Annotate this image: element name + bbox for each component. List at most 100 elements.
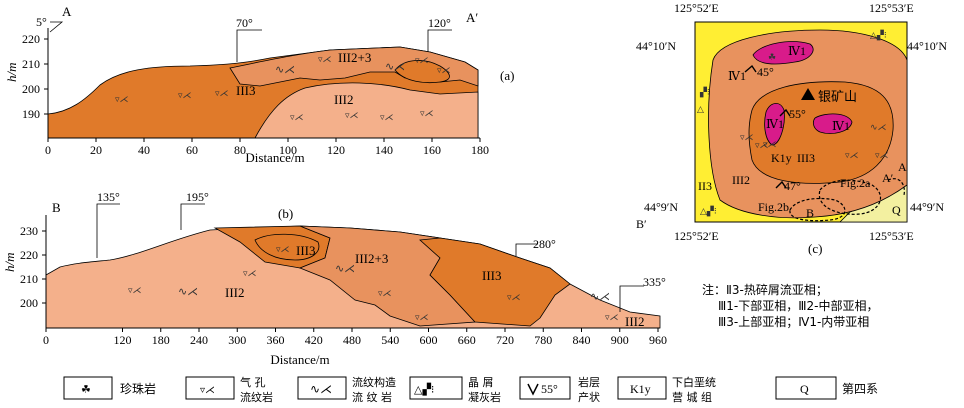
rock-symbols-b: ▿⋌ ∿⋌ ▿⋌ ▿⋌ ∿⋌ ▿⋌ ▿⋌ ▿⋌ ∿⋌ ▿⋌	[128, 245, 619, 323]
legend-box-quaternary	[775, 376, 837, 400]
svg-text:△▞⁝: △▞⁝	[870, 29, 887, 41]
mine-icon	[801, 88, 815, 100]
y-tick-label: 200	[20, 296, 38, 310]
svg-text:▿⋌: ▿⋌	[740, 133, 754, 143]
x-tick-label: 360	[267, 333, 285, 347]
perlite-icon: ☘	[81, 383, 91, 396]
map-point: A	[898, 160, 907, 174]
unit-iv1-map-left	[764, 103, 785, 146]
x-tick-label: 120	[114, 333, 132, 347]
legend-symbol: K1y	[630, 382, 651, 396]
y-axis-label-a: h/m	[4, 63, 19, 83]
dip-a-2: 70°	[236, 16, 253, 30]
legend-label: 晶 屑	[468, 376, 494, 389]
lat-top-left: 44°10′N	[636, 39, 676, 53]
panel-a: 190 200 210 220 h/m 0 20 40 60 80 100 120 140 16…	[4, 4, 514, 165]
fig2a-edge	[887, 178, 905, 196]
svg-text:∿⋌: ∿⋌	[870, 123, 887, 133]
map-symbols: △▞⁝△▞⁝ △▞⁝☘ ▿⋌▿⋌∿⋌ ▿⋌ ▿⋌▿⋌	[697, 29, 889, 217]
section-start-a: A	[62, 4, 72, 19]
lat-bottom-left: 44°9′N	[644, 200, 678, 214]
x-tick-label: 0	[45, 143, 51, 157]
map-label: Ⅳ1	[832, 119, 850, 133]
svg-text:▿⋌: ▿⋌	[380, 113, 394, 123]
legend-symbol: Q	[800, 382, 809, 396]
svg-text:▿⋌: ▿⋌	[755, 141, 769, 151]
unit-label: III3	[236, 83, 256, 98]
unit-label: III2+3	[355, 251, 388, 266]
x-tick-label: 900	[611, 333, 629, 347]
svg-text:∿⋌: ∿⋌	[335, 262, 355, 275]
note-line-3: Ⅲ3-上部亚相；Ⅳ1-内带亚相	[718, 314, 869, 329]
dip-b-1: 135°	[97, 190, 120, 204]
x-ticks-b: 0 120 180 240 300 360 420 480 540 600 660 720 780 840…	[43, 328, 667, 347]
map-label: Q	[892, 203, 901, 217]
svg-text:▿⋌: ▿⋌	[845, 151, 859, 161]
x-tick-label: 600	[420, 333, 438, 347]
map-point: B	[806, 206, 814, 220]
svg-text:∿⋌: ∿⋌	[385, 60, 405, 73]
unit-iii3-b-right	[419, 237, 571, 327]
lon-left-bottom: 125°52′E	[674, 229, 719, 243]
x-tick-label: 300	[228, 333, 246, 347]
x-tick-label: 100	[279, 143, 297, 157]
legend: ☘ 珍珠岩 ▿⋌ 气 孔 流纹岩 ∿⋌ 流纹构造 流 纹 岩 △▞⁝ 晶 屑 凝…	[63, 375, 878, 404]
legend-label: 第四系	[842, 382, 878, 396]
fig2a-outline	[818, 179, 882, 215]
dip-b-2: 195°	[186, 190, 209, 204]
y-tick-label: 210	[20, 272, 38, 286]
svg-text:▿⋌: ▿⋌	[128, 286, 142, 296]
x-ticks-a: 0 20 40 60 80 100 120 140 160 180	[45, 138, 489, 157]
legend-label: 营 城 组	[672, 390, 712, 404]
y-tick-label: 220	[20, 248, 38, 262]
svg-text:▿⋌: ▿⋌	[763, 140, 777, 150]
map-dip: 45°	[757, 65, 774, 79]
unit-iv1-map-top	[752, 41, 814, 65]
svg-text:▿⋌: ▿⋌	[243, 269, 257, 279]
x-tick-label: 20	[90, 143, 102, 157]
map-point: A′	[882, 171, 894, 185]
svg-text:▿⋌: ▿⋌	[507, 293, 521, 303]
svg-text:▞⁝: ▞⁝	[699, 86, 710, 98]
unit-label: III3	[482, 268, 502, 283]
attitude-icon	[527, 383, 539, 396]
unit-iii23-b	[298, 225, 476, 327]
dip-b-3: 280°	[533, 237, 556, 251]
unit-iv1-map-right	[813, 113, 853, 134]
note-line-1: 注：Ⅱ3-热碎屑流亚相；	[702, 282, 828, 297]
map-label: Ⅳ1	[728, 69, 746, 83]
dip-a-1: 5°	[36, 15, 47, 29]
lat-bottom-right: 44°9′N	[910, 200, 944, 214]
note: 注：Ⅱ3-热碎屑流亚相； Ⅲ1-下部亚相，Ⅲ2-中部亚相， Ⅲ3-上部亚相；Ⅳ1…	[702, 282, 878, 329]
x-tick-label: 240	[190, 333, 208, 347]
legend-label: 流 纹 岩	[352, 390, 392, 404]
x-tick-label: 180	[471, 143, 489, 157]
lon-left-top: 125°52′E	[674, 1, 719, 15]
svg-text:▿⋌: ▿⋌	[290, 113, 304, 123]
vesicular-rhyolite-icon: ▿⋌	[200, 385, 215, 396]
legend-box-formation	[617, 376, 667, 400]
x-tick-label: 840	[573, 333, 591, 347]
svg-text:☘: ☘	[768, 53, 776, 63]
map-dip: 55°	[789, 107, 806, 121]
map-label: Fig.2a	[840, 176, 871, 190]
rock-symbols-a: ▿⋌ ▿⋌ ▿⋌ ∿⋌ ▿⋌ ∿⋌ ▿⋌ ▿⋌ ▿⋌ ▿⋌ ▿⋌ ▿⋌	[115, 55, 451, 123]
svg-text:∿⋌: ∿⋌	[590, 290, 610, 303]
y-tick-label: 190	[22, 107, 40, 121]
x-tick-label: 0	[43, 333, 49, 347]
unit-iii3-lens-a	[394, 60, 450, 84]
legend-label: 珍珠岩	[120, 381, 156, 396]
panel-b: 200 210 220 230 h/m 0 120 180 240 300 360 420 4…	[2, 190, 667, 367]
unit-label: III2+3	[338, 50, 371, 65]
x-tick-label: 140	[375, 143, 393, 157]
lon-right-bottom: 125°53′E	[869, 229, 914, 243]
y-tick-label: 200	[22, 82, 40, 96]
map-point: B′	[636, 217, 647, 231]
x-tick-label: 420	[305, 333, 323, 347]
x-tick-label: 60	[186, 143, 198, 157]
svg-text:▿⋌: ▿⋌	[378, 289, 392, 299]
section-start-b: B	[52, 200, 61, 215]
y-tick-label: 220	[22, 32, 40, 46]
svg-text:△: △	[697, 105, 704, 115]
